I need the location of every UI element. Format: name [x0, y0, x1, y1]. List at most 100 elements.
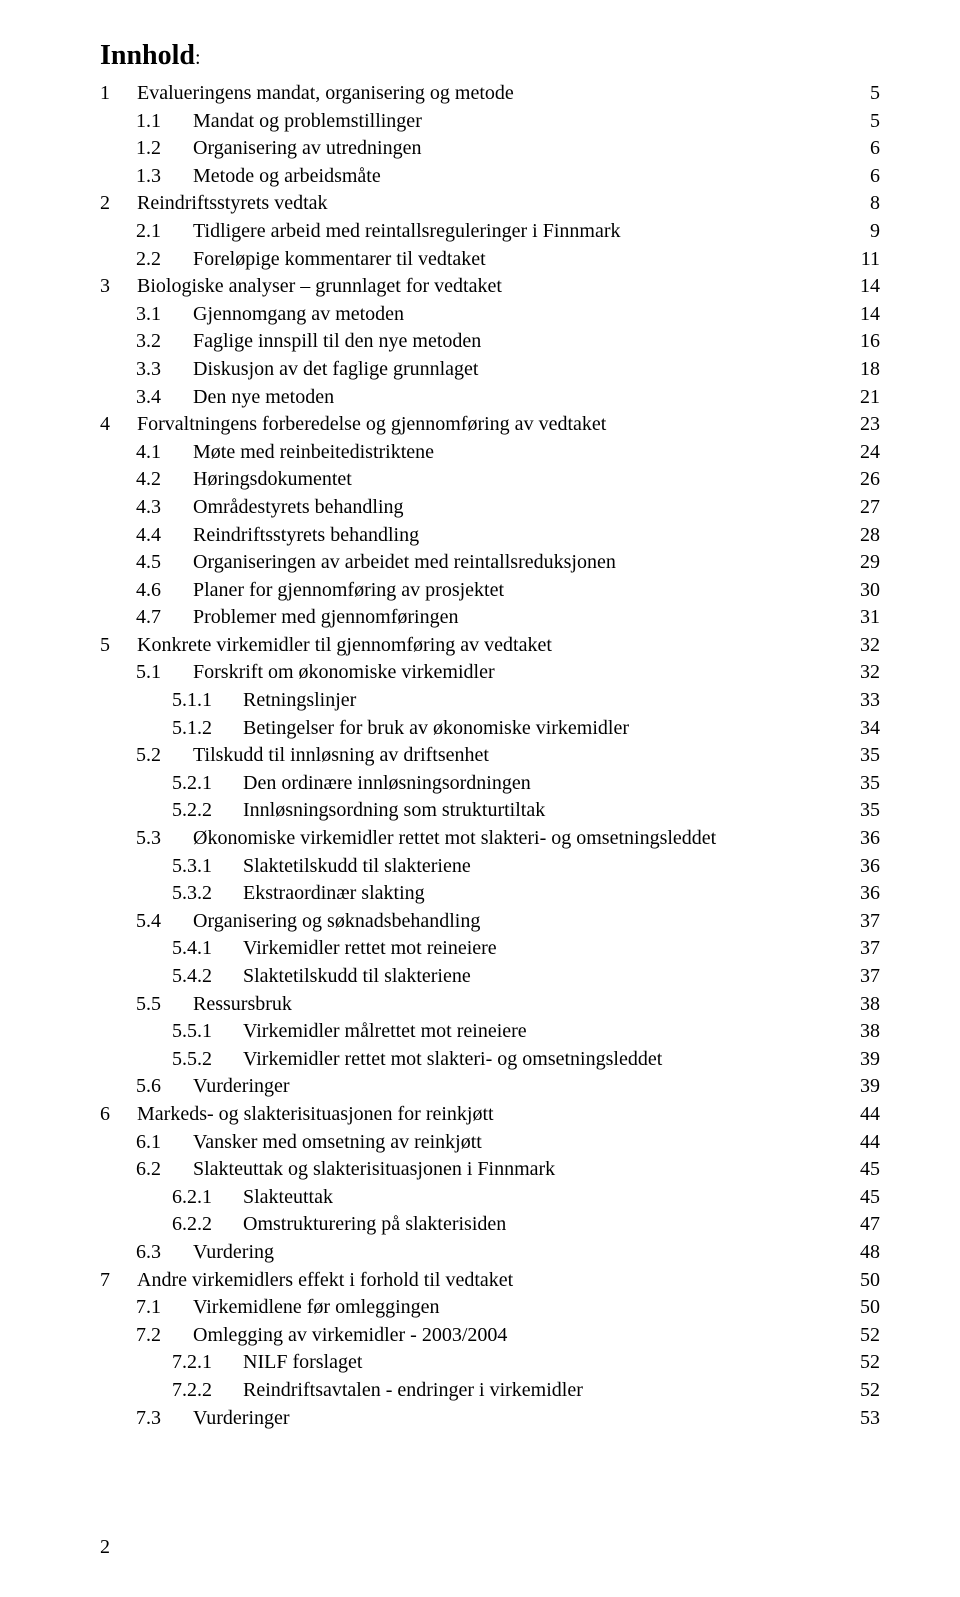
toc-entry-page: 21	[852, 384, 880, 412]
toc-entry-number: 5.1	[136, 659, 178, 687]
toc-entry-page: 44	[852, 1101, 880, 1129]
toc-entry-page: 32	[852, 632, 880, 660]
toc-entry-title: Planer for gjennomføring av prosjektet	[193, 577, 504, 605]
toc-entry: 4.1 Møte med reinbeitedistriktene24	[100, 439, 880, 467]
toc-entry-number: 6.2.1	[172, 1184, 228, 1212]
toc-entry-page: 36	[852, 825, 880, 853]
toc-entry-page: 9	[852, 218, 880, 246]
toc-entry-title: Andre virkemidlers effekt i forhold til …	[137, 1267, 513, 1295]
toc-entry-page: 6	[852, 135, 880, 163]
toc-entry-title: Høringsdokumentet	[193, 466, 352, 494]
toc-entry-page: 30	[852, 577, 880, 605]
toc-entry-page: 47	[852, 1211, 880, 1239]
toc-entry: 5.2.2 Innløsningsordning som strukturtil…	[100, 797, 880, 825]
toc-entry-page: 38	[852, 991, 880, 1019]
toc-entry: 6.2.1 Slakteuttak45	[100, 1184, 880, 1212]
toc-entry: 4.3 Områdestyrets behandling27	[100, 494, 880, 522]
toc-entry-number: 4.1	[136, 439, 178, 467]
toc-entry-title: Slaktetilskudd til slakteriene	[243, 853, 471, 881]
toc-entry-title: Økonomiske virkemidler rettet mot slakte…	[193, 825, 716, 853]
toc-entry-page: 39	[852, 1073, 880, 1101]
toc-entry-number: 5.5.1	[172, 1018, 228, 1046]
toc-entry-title: Den nye metoden	[193, 384, 334, 412]
toc-entry-number: 4.2	[136, 466, 178, 494]
toc-entry-page: 34	[852, 715, 880, 743]
toc-entry: 3.1 Gjennomgang av metoden14	[100, 301, 880, 329]
toc-entry-page: 50	[852, 1294, 880, 1322]
toc-entry-number: 6.1	[136, 1129, 178, 1157]
toc-entry-title: Forvaltningens forberedelse og gjennomfø…	[137, 411, 606, 439]
toc-entry: 4.7 Problemer med gjennomføringen31	[100, 604, 880, 632]
toc-entry-title: Omlegging av virkemidler - 2003/2004	[193, 1322, 507, 1350]
toc-entry-number: 5	[100, 632, 122, 660]
toc-entry-title: Faglige innspill til den nye metoden	[193, 328, 481, 356]
toc-entry-number: 5.4.1	[172, 935, 228, 963]
toc-entry-page: 48	[852, 1239, 880, 1267]
toc-entry-number: 5.1.1	[172, 687, 228, 715]
toc-entry: 5.4.1 Virkemidler rettet mot reineiere37	[100, 935, 880, 963]
toc-entry: 3 Biologiske analyser – grunnlaget for v…	[100, 273, 880, 301]
toc-entry-number: 1.3	[136, 163, 178, 191]
toc-entry: 1 Evalueringens mandat, organisering og …	[100, 80, 880, 108]
toc-entry-title: Virkemidler målrettet mot reineiere	[243, 1018, 527, 1046]
page-title: Innhold:	[100, 40, 880, 72]
toc-entry-title: Ekstraordinær slakting	[243, 880, 425, 908]
toc-entry-title: Omstrukturering på slakterisiden	[243, 1211, 506, 1239]
toc-entry-page: 5	[852, 108, 880, 136]
toc-entry: 7.2.2 Reindriftsavtalen - endringer i vi…	[100, 1377, 880, 1405]
toc-entry: 4.4 Reindriftsstyrets behandling28	[100, 522, 880, 550]
toc-entry: 6.2.2 Omstrukturering på slakterisiden47	[100, 1211, 880, 1239]
toc-entry: 5.1.1 Retningslinjer33	[100, 687, 880, 715]
toc-entry-title: Reindriftsstyrets behandling	[193, 522, 419, 550]
document-page: Innhold: 1 Evalueringens mandat, organis…	[0, 0, 960, 1597]
toc-entry: 5.5.2 Virkemidler rettet mot slakteri- o…	[100, 1046, 880, 1074]
toc-entry: 5.4 Organisering og søknadsbehandling37	[100, 908, 880, 936]
toc-entry-page: 29	[852, 549, 880, 577]
toc-entry-number: 4.5	[136, 549, 178, 577]
toc-entry: 6 Markeds- og slakterisituasjonen for re…	[100, 1101, 880, 1129]
toc-entry: 5.4.2 Slaktetilskudd til slakteriene37	[100, 963, 880, 991]
toc-entry-title: NILF forslaget	[243, 1349, 362, 1377]
toc-entry-number: 7.2.1	[172, 1349, 228, 1377]
toc-entry-title: Vansker med omsetning av reinkjøtt	[193, 1129, 482, 1157]
toc-entry-page: 18	[852, 356, 880, 384]
toc-entry-page: 14	[852, 273, 880, 301]
toc-entry: 7 Andre virkemidlers effekt i forhold ti…	[100, 1267, 880, 1295]
toc-entry-number: 2.1	[136, 218, 178, 246]
toc-entry-number: 3.2	[136, 328, 178, 356]
toc-entry: 3.4 Den nye metoden21	[100, 384, 880, 412]
toc-entry-title: Organisering av utredningen	[193, 135, 421, 163]
toc-entry-page: 44	[852, 1129, 880, 1157]
toc-entry-number: 2	[100, 190, 122, 218]
toc-entry-number: 4	[100, 411, 122, 439]
toc-entry-page: 6	[852, 163, 880, 191]
toc-entry-number: 5.2	[136, 742, 178, 770]
toc-entry-number: 4.4	[136, 522, 178, 550]
toc-entry-number: 4.7	[136, 604, 178, 632]
toc-entry: 1.2 Organisering av utredningen6	[100, 135, 880, 163]
toc-entry: 7.1 Virkemidlene før omleggingen50	[100, 1294, 880, 1322]
toc-entry-page: 37	[852, 908, 880, 936]
toc-entry: 1.3 Metode og arbeidsmåte6	[100, 163, 880, 191]
toc-entry-number: 6.2	[136, 1156, 178, 1184]
toc-entry-page: 35	[852, 770, 880, 798]
toc-entry-title: Reindriftsstyrets vedtak	[137, 190, 328, 218]
toc-entry: 7.2.1 NILF forslaget 52	[100, 1349, 880, 1377]
toc-entry-page: 14	[852, 301, 880, 329]
toc-entry-page: 52	[852, 1322, 880, 1350]
toc-entry-number: 5.3.1	[172, 853, 228, 881]
toc-entry-page: 23	[852, 411, 880, 439]
toc-entry-title: Områdestyrets behandling	[193, 494, 404, 522]
toc-entry-page: 52	[852, 1349, 880, 1377]
toc-entry-title: Slakteuttak	[243, 1184, 333, 1212]
toc-entry-title: Konkrete virkemidler til gjennomføring a…	[137, 632, 552, 660]
toc-entry-title: Ressursbruk	[193, 991, 292, 1019]
toc-entry-title: Betingelser for bruk av økonomiske virke…	[243, 715, 629, 743]
toc-entry-number: 3.1	[136, 301, 178, 329]
toc-entry-number: 4.6	[136, 577, 178, 605]
toc-entry: 5.5.1 Virkemidler målrettet mot reineier…	[100, 1018, 880, 1046]
toc-entry-number: 5.3.2	[172, 880, 228, 908]
toc-entry-page: 27	[852, 494, 880, 522]
toc-entry-title: Organiseringen av arbeidet med reintalls…	[193, 549, 616, 577]
toc-entry: 5.2.1 Den ordinære innløsningsordningen3…	[100, 770, 880, 798]
